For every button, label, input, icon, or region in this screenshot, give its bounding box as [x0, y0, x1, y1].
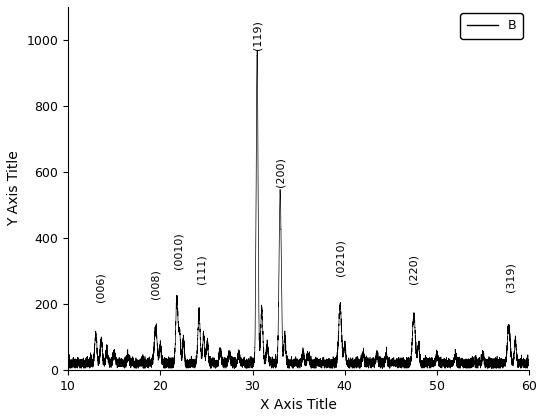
Text: (200): (200) [275, 157, 285, 187]
Text: (0210): (0210) [335, 239, 345, 276]
Text: (111): (111) [197, 254, 207, 284]
Text: (119): (119) [252, 20, 262, 50]
Text: (008): (008) [151, 269, 160, 299]
Text: (0010): (0010) [174, 233, 184, 269]
Legend: B: B [460, 13, 523, 39]
Text: (220): (220) [409, 254, 419, 284]
Text: (006): (006) [95, 272, 106, 302]
X-axis label: X Axis Title: X Axis Title [260, 398, 337, 412]
Y-axis label: Y Axis Title: Y Axis Title [7, 150, 21, 226]
Text: (319): (319) [506, 262, 516, 292]
